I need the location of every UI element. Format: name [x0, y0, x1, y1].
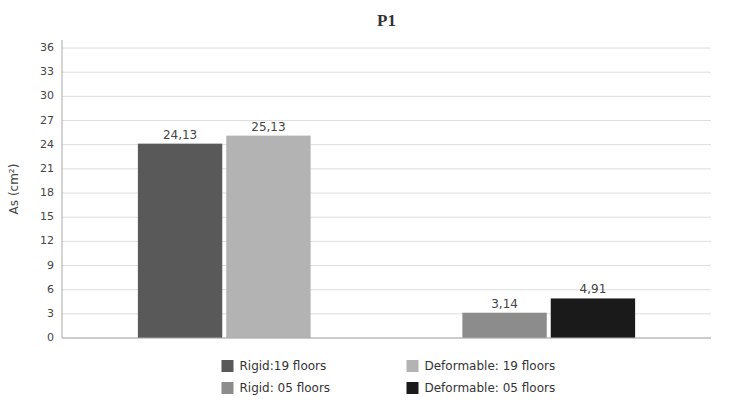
- grid-line: [62, 120, 711, 121]
- grid: [62, 48, 711, 338]
- legend-swatch: [222, 360, 234, 372]
- y-tick-label: 21: [40, 162, 54, 175]
- legend-label: Rigid: 05 floors: [240, 381, 331, 395]
- legend-swatch: [407, 360, 419, 372]
- data-label: 3,14: [491, 297, 518, 311]
- y-axis-line: [62, 40, 63, 338]
- bar: [551, 298, 635, 338]
- title: P1: [377, 11, 396, 30]
- y-tick-label: 30: [40, 89, 54, 102]
- data-label: 24,13: [163, 128, 197, 142]
- y-tick-label: 33: [40, 65, 54, 78]
- y-tick-label: 18: [40, 186, 54, 199]
- chart: P10369121518212427303336As (cm²)24,1325,…: [0, 0, 731, 418]
- data-labels: 24,13 25,13 3,14 4,91: [163, 120, 606, 311]
- legend-label: Deformable: 05 floors: [425, 381, 556, 395]
- y-axis-label: As (cm²): [7, 164, 21, 215]
- y-tick-label: 24: [40, 138, 54, 151]
- legend-swatch: [407, 382, 419, 394]
- bar: [226, 136, 310, 338]
- data-label: 4,91: [580, 282, 607, 296]
- bar: [462, 313, 546, 338]
- y-tick-label: 6: [47, 283, 54, 296]
- legend-swatch: [222, 382, 234, 394]
- grid-line: [62, 48, 711, 49]
- y-tick-label: 27: [40, 114, 54, 127]
- grid-line: [62, 96, 711, 97]
- y-tick-label: 9: [47, 259, 54, 272]
- bars: [138, 136, 635, 338]
- y-tick-label: 36: [40, 41, 54, 54]
- y-tick-label: 12: [40, 234, 54, 247]
- y-tick-label: 3: [47, 307, 54, 320]
- legend-label: Rigid:19 floors: [240, 359, 327, 373]
- data-label: 25,13: [251, 120, 285, 134]
- chart-container: P10369121518212427303336As (cm²)24,1325,…: [0, 0, 731, 418]
- x-axis-line: [62, 338, 711, 339]
- grid-line: [62, 338, 711, 339]
- y-tick-label: 0: [47, 331, 54, 344]
- legend: Rigid:19 floors Deformable: 19 floors Rigi…: [222, 359, 556, 395]
- grid-line: [62, 72, 711, 73]
- legend-label: Deformable: 19 floors: [425, 359, 556, 373]
- bar: [138, 144, 222, 338]
- y-tick-label: 15: [40, 210, 54, 223]
